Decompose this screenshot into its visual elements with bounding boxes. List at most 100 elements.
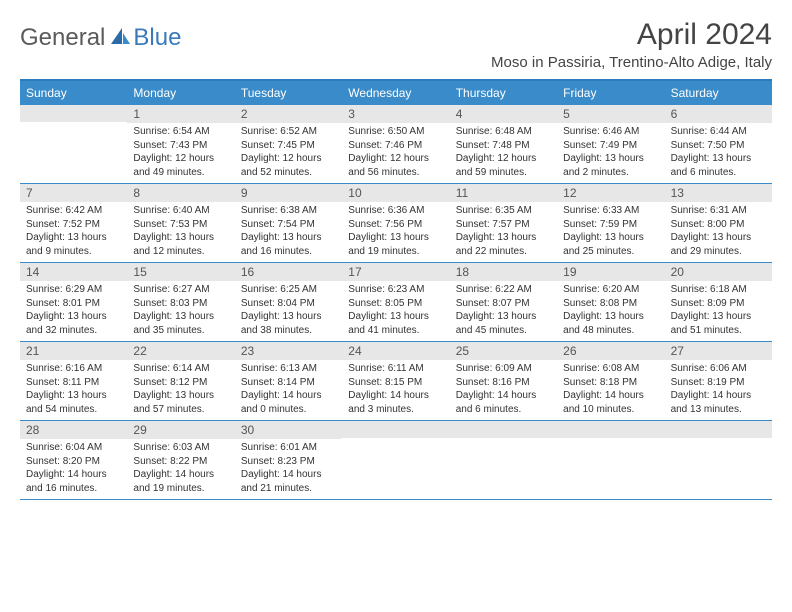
daylight-text: Daylight: 14 hours and 21 minutes. <box>241 468 336 495</box>
sunrise-text: Sunrise: 6:06 AM <box>671 362 766 376</box>
daylight-text: Daylight: 14 hours and 10 minutes. <box>563 389 658 416</box>
daylight-text: Daylight: 14 hours and 16 minutes. <box>26 468 121 495</box>
day-cell: 27Sunrise: 6:06 AMSunset: 8:19 PMDayligh… <box>665 342 772 420</box>
week-row: 28Sunrise: 6:04 AMSunset: 8:20 PMDayligh… <box>20 421 772 500</box>
sunset-text: Sunset: 8:14 PM <box>241 376 336 390</box>
day-details: Sunrise: 6:08 AMSunset: 8:18 PMDaylight:… <box>557 360 664 420</box>
day-number: 1 <box>127 105 234 123</box>
day-cell: 30Sunrise: 6:01 AMSunset: 8:23 PMDayligh… <box>235 421 342 499</box>
day-details: Sunrise: 6:18 AMSunset: 8:09 PMDaylight:… <box>665 281 772 341</box>
day-cell: 20Sunrise: 6:18 AMSunset: 8:09 PMDayligh… <box>665 263 772 341</box>
day-cell: 3Sunrise: 6:50 AMSunset: 7:46 PMDaylight… <box>342 105 449 183</box>
day-number: 3 <box>342 105 449 123</box>
day-number: 4 <box>450 105 557 123</box>
daylight-text: Daylight: 13 hours and 51 minutes. <box>671 310 766 337</box>
weekday-header: Monday <box>127 81 234 105</box>
sunset-text: Sunset: 8:23 PM <box>241 455 336 469</box>
day-details: Sunrise: 6:52 AMSunset: 7:45 PMDaylight:… <box>235 123 342 183</box>
sunset-text: Sunset: 7:56 PM <box>348 218 443 232</box>
day-details: Sunrise: 6:23 AMSunset: 8:05 PMDaylight:… <box>342 281 449 341</box>
sunset-text: Sunset: 7:54 PM <box>241 218 336 232</box>
day-cell: 4Sunrise: 6:48 AMSunset: 7:48 PMDaylight… <box>450 105 557 183</box>
sunrise-text: Sunrise: 6:27 AM <box>133 283 228 297</box>
day-cell: 6Sunrise: 6:44 AMSunset: 7:50 PMDaylight… <box>665 105 772 183</box>
day-number: 11 <box>450 184 557 202</box>
day-cell: 22Sunrise: 6:14 AMSunset: 8:12 PMDayligh… <box>127 342 234 420</box>
day-details: Sunrise: 6:48 AMSunset: 7:48 PMDaylight:… <box>450 123 557 183</box>
sunset-text: Sunset: 8:00 PM <box>671 218 766 232</box>
day-details: Sunrise: 6:13 AMSunset: 8:14 PMDaylight:… <box>235 360 342 420</box>
day-cell <box>557 421 664 499</box>
day-number: 24 <box>342 342 449 360</box>
sunrise-text: Sunrise: 6:01 AM <box>241 441 336 455</box>
day-details: Sunrise: 6:20 AMSunset: 8:08 PMDaylight:… <box>557 281 664 341</box>
daylight-text: Daylight: 13 hours and 57 minutes. <box>133 389 228 416</box>
day-number: 21 <box>20 342 127 360</box>
day-number: 7 <box>20 184 127 202</box>
sunrise-text: Sunrise: 6:22 AM <box>456 283 551 297</box>
day-cell: 25Sunrise: 6:09 AMSunset: 8:16 PMDayligh… <box>450 342 557 420</box>
day-details: Sunrise: 6:38 AMSunset: 7:54 PMDaylight:… <box>235 202 342 262</box>
sunset-text: Sunset: 8:01 PM <box>26 297 121 311</box>
day-number: 6 <box>665 105 772 123</box>
day-cell: 24Sunrise: 6:11 AMSunset: 8:15 PMDayligh… <box>342 342 449 420</box>
daylight-text: Daylight: 13 hours and 54 minutes. <box>26 389 121 416</box>
month-title: April 2024 <box>491 18 772 52</box>
weekday-header: Saturday <box>665 81 772 105</box>
daylight-text: Daylight: 14 hours and 19 minutes. <box>133 468 228 495</box>
sunset-text: Sunset: 8:08 PM <box>563 297 658 311</box>
sunrise-text: Sunrise: 6:14 AM <box>133 362 228 376</box>
day-details: Sunrise: 6:31 AMSunset: 8:00 PMDaylight:… <box>665 202 772 262</box>
day-cell: 19Sunrise: 6:20 AMSunset: 8:08 PMDayligh… <box>557 263 664 341</box>
brand-logo: General Blue <box>20 18 181 52</box>
day-number <box>557 421 664 438</box>
day-cell: 28Sunrise: 6:04 AMSunset: 8:20 PMDayligh… <box>20 421 127 499</box>
day-cell: 10Sunrise: 6:36 AMSunset: 7:56 PMDayligh… <box>342 184 449 262</box>
weekday-header-row: Sunday Monday Tuesday Wednesday Thursday… <box>20 81 772 105</box>
day-cell: 13Sunrise: 6:31 AMSunset: 8:00 PMDayligh… <box>665 184 772 262</box>
sunset-text: Sunset: 8:15 PM <box>348 376 443 390</box>
day-number <box>665 421 772 438</box>
sunset-text: Sunset: 7:46 PM <box>348 139 443 153</box>
sunset-text: Sunset: 8:05 PM <box>348 297 443 311</box>
day-number: 14 <box>20 263 127 281</box>
day-details: Sunrise: 6:46 AMSunset: 7:49 PMDaylight:… <box>557 123 664 183</box>
day-cell: 21Sunrise: 6:16 AMSunset: 8:11 PMDayligh… <box>20 342 127 420</box>
day-details: Sunrise: 6:04 AMSunset: 8:20 PMDaylight:… <box>20 439 127 499</box>
sunrise-text: Sunrise: 6:48 AM <box>456 125 551 139</box>
day-number <box>342 421 449 438</box>
sunrise-text: Sunrise: 6:03 AM <box>133 441 228 455</box>
day-cell: 14Sunrise: 6:29 AMSunset: 8:01 PMDayligh… <box>20 263 127 341</box>
sunset-text: Sunset: 8:07 PM <box>456 297 551 311</box>
brand-part1: General <box>20 24 105 52</box>
sunrise-text: Sunrise: 6:36 AM <box>348 204 443 218</box>
sunset-text: Sunset: 7:48 PM <box>456 139 551 153</box>
daylight-text: Daylight: 12 hours and 56 minutes. <box>348 152 443 179</box>
sunrise-text: Sunrise: 6:13 AM <box>241 362 336 376</box>
day-details: Sunrise: 6:03 AMSunset: 8:22 PMDaylight:… <box>127 439 234 499</box>
day-number: 13 <box>665 184 772 202</box>
day-details: Sunrise: 6:27 AMSunset: 8:03 PMDaylight:… <box>127 281 234 341</box>
daylight-text: Daylight: 14 hours and 3 minutes. <box>348 389 443 416</box>
daylight-text: Daylight: 13 hours and 35 minutes. <box>133 310 228 337</box>
sunrise-text: Sunrise: 6:52 AM <box>241 125 336 139</box>
day-details: Sunrise: 6:36 AMSunset: 7:56 PMDaylight:… <box>342 202 449 262</box>
day-cell: 7Sunrise: 6:42 AMSunset: 7:52 PMDaylight… <box>20 184 127 262</box>
weekday-header: Tuesday <box>235 81 342 105</box>
sunset-text: Sunset: 8:20 PM <box>26 455 121 469</box>
sunrise-text: Sunrise: 6:04 AM <box>26 441 121 455</box>
sunrise-text: Sunrise: 6:40 AM <box>133 204 228 218</box>
daylight-text: Daylight: 13 hours and 12 minutes. <box>133 231 228 258</box>
day-details: Sunrise: 6:42 AMSunset: 7:52 PMDaylight:… <box>20 202 127 262</box>
calendar: Sunday Monday Tuesday Wednesday Thursday… <box>20 79 772 500</box>
day-cell: 15Sunrise: 6:27 AMSunset: 8:03 PMDayligh… <box>127 263 234 341</box>
weekday-header: Friday <box>557 81 664 105</box>
sunrise-text: Sunrise: 6:35 AM <box>456 204 551 218</box>
sunset-text: Sunset: 7:57 PM <box>456 218 551 232</box>
day-details: Sunrise: 6:09 AMSunset: 8:16 PMDaylight:… <box>450 360 557 420</box>
day-number: 26 <box>557 342 664 360</box>
daylight-text: Daylight: 13 hours and 41 minutes. <box>348 310 443 337</box>
brand-sail-icon <box>109 26 131 51</box>
day-number: 12 <box>557 184 664 202</box>
sunrise-text: Sunrise: 6:16 AM <box>26 362 121 376</box>
